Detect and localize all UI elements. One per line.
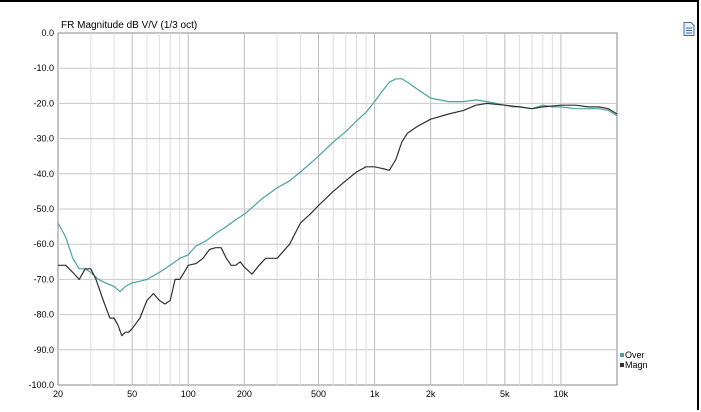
x-tick-label: 100	[181, 389, 196, 399]
x-tick-label: 500	[311, 389, 326, 399]
y-tick-label: -80.0	[33, 310, 54, 320]
y-tick-label: -100.0	[28, 380, 54, 390]
series-lines	[57, 78, 618, 337]
y-tick-label: -50.0	[33, 204, 54, 214]
document-icon[interactable]	[683, 22, 695, 36]
x-tick-label: 2k	[426, 389, 436, 399]
x-tick-label: 10k	[554, 389, 569, 399]
y-tick-label: -70.0	[33, 274, 54, 284]
y-tick-labels: 0.0 -10.0 -20.0 -30.0 -40.0 -50.0 -60.0 -70.0 -8…	[28, 28, 54, 390]
y-tick-label: -40.0	[33, 169, 54, 179]
y-tick-label: 0.0	[41, 28, 54, 38]
legend-swatch	[620, 353, 624, 357]
y-tick-label: -90.0	[33, 345, 54, 355]
x-tick-label: 5k	[500, 389, 510, 399]
x-tick-label: 1k	[370, 389, 380, 399]
y-tick-label: -20.0	[33, 98, 54, 108]
x-tick-label: 50	[127, 389, 137, 399]
x-tick-labels: 20 50 100 200 500 1k 2k 5k 10k	[53, 389, 569, 399]
legend-swatch	[620, 363, 624, 367]
y-tick-label: -60.0	[33, 239, 54, 249]
grid	[58, 33, 617, 385]
x-tick-label: 200	[237, 389, 252, 399]
series-line-magn	[58, 102, 618, 337]
chart-title: FR Magnitude dB V/V (1/3 oct)	[61, 20, 197, 31]
legend-label: Magn	[625, 360, 648, 370]
x-tick-label: 20	[53, 389, 63, 399]
y-tick-label: -10.0	[33, 63, 54, 73]
legend-label: Over	[625, 350, 645, 360]
y-tick-label: -30.0	[33, 134, 54, 144]
